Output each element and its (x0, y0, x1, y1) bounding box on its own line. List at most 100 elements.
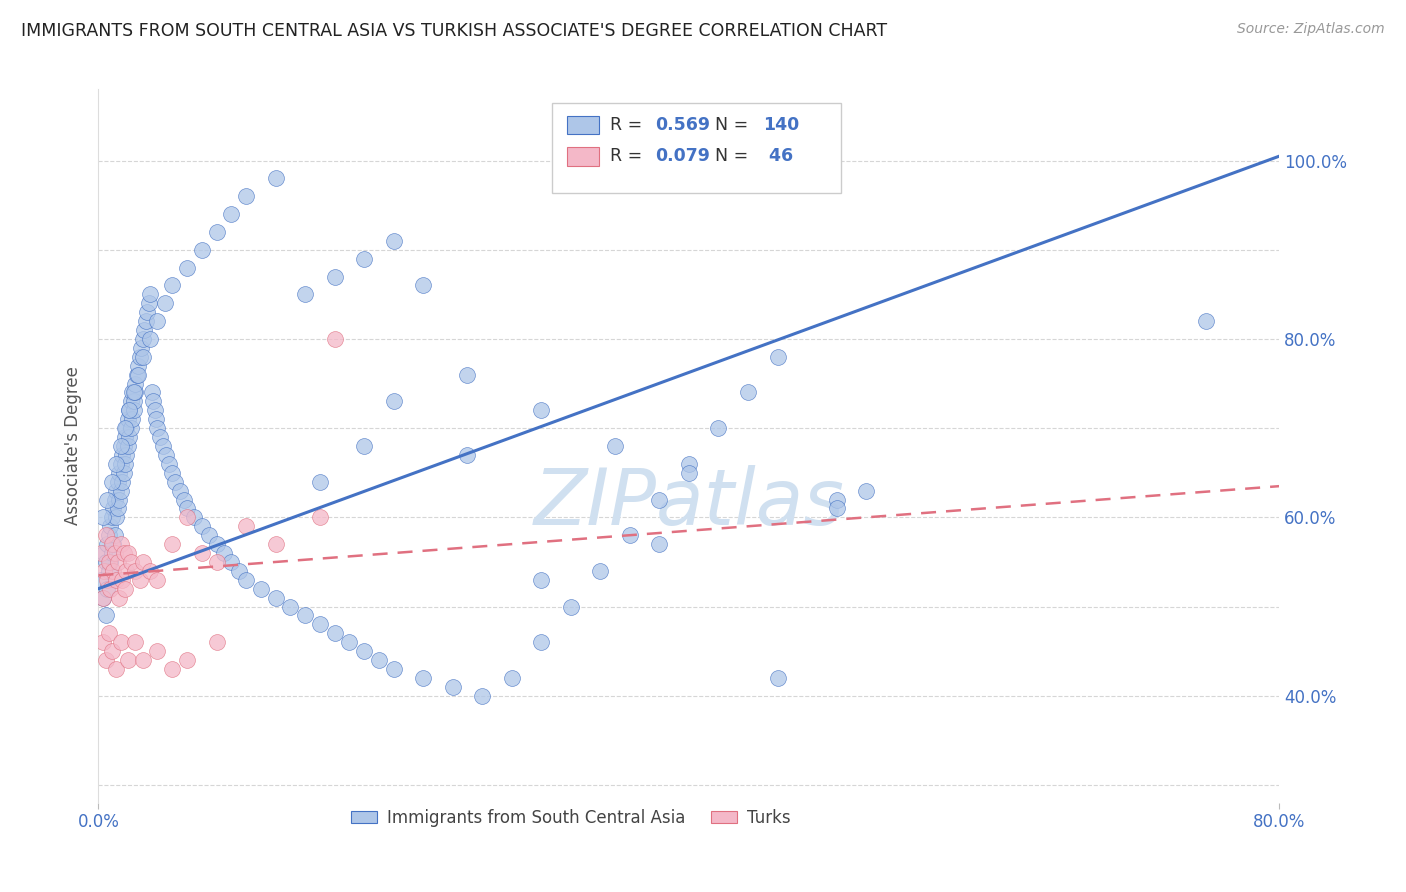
Point (457, 368, 479, 382)
Point (619, 528, 641, 542)
Point (100, 644, 122, 658)
Point (117, 439, 139, 453)
Point (122, 403, 145, 417)
Point (142, 394, 165, 409)
Point (115, 448, 138, 462)
Point (110, 537, 132, 551)
Text: Source: ZipAtlas.com: Source: ZipAtlas.com (1237, 22, 1385, 37)
Point (105, 662, 128, 676)
Point (766, 350, 789, 364)
Text: N =: N = (714, 116, 754, 134)
Point (143, 403, 166, 417)
Point (162, 466, 183, 480)
Point (183, 510, 205, 524)
Point (91, 510, 114, 524)
Point (110, 457, 132, 471)
Point (117, 653, 139, 667)
Point (530, 635, 553, 649)
Point (108, 591, 131, 605)
Point (132, 350, 155, 364)
Point (132, 555, 155, 569)
Point (228, 564, 250, 578)
Text: N =: N = (714, 146, 754, 164)
Point (112, 466, 135, 480)
Point (104, 546, 127, 560)
Point (648, 492, 671, 507)
Point (139, 287, 162, 301)
Point (191, 243, 214, 257)
Point (98, 582, 121, 596)
Point (111, 475, 134, 489)
Point (280, 599, 302, 614)
Point (1195, 314, 1218, 328)
Point (97, 555, 120, 569)
Point (382, 394, 405, 409)
Point (176, 653, 198, 667)
Point (120, 394, 142, 409)
Point (97, 626, 120, 640)
Point (678, 457, 700, 471)
Point (145, 412, 167, 426)
Point (157, 457, 180, 471)
Point (212, 546, 235, 560)
Point (90, 573, 112, 587)
Point (120, 421, 142, 435)
Point (94, 608, 117, 623)
Point (146, 421, 169, 435)
Point (149, 430, 172, 444)
Point (117, 546, 139, 560)
Point (107, 501, 129, 516)
Point (118, 430, 141, 444)
Point (100, 537, 122, 551)
Text: IMMIGRANTS FROM SOUTH CENTRAL ASIA VS TURKISH ASSOCIATE'S DEGREE CORRELATION CHA: IMMIGRANTS FROM SOUTH CENTRAL ASIA VS TU… (21, 22, 887, 40)
Point (128, 573, 150, 587)
Point (104, 528, 127, 542)
Point (114, 582, 136, 596)
Point (155, 448, 177, 462)
Point (93, 564, 115, 578)
Point (97, 564, 120, 578)
Point (103, 501, 125, 516)
Text: 46: 46 (763, 146, 793, 164)
Point (117, 412, 139, 426)
Point (112, 546, 135, 560)
Point (135, 314, 157, 328)
Y-axis label: Associate's Degree: Associate's Degree (65, 367, 83, 525)
Point (457, 448, 479, 462)
Point (294, 287, 316, 301)
Point (111, 448, 134, 462)
Point (94, 555, 117, 569)
Point (323, 626, 346, 640)
Point (146, 644, 169, 658)
Point (91, 591, 114, 605)
Point (136, 305, 159, 319)
Point (132, 653, 155, 667)
Point (134, 323, 156, 337)
Point (323, 332, 346, 346)
Point (114, 457, 136, 471)
Point (589, 564, 612, 578)
Point (162, 278, 183, 293)
Point (121, 412, 143, 426)
Point (124, 376, 146, 391)
Point (205, 225, 228, 239)
Point (108, 466, 131, 480)
Point (139, 332, 162, 346)
Point (153, 296, 176, 310)
Point (103, 564, 125, 578)
Text: ZIPatlas: ZIPatlas (533, 465, 845, 541)
Point (235, 573, 257, 587)
Point (122, 385, 145, 400)
Point (264, 171, 287, 186)
Point (90, 546, 112, 560)
Point (141, 385, 163, 400)
Point (165, 475, 187, 489)
Point (122, 394, 145, 409)
Point (127, 368, 149, 382)
Point (129, 341, 152, 355)
Point (176, 501, 198, 516)
Point (114, 421, 136, 435)
Point (294, 608, 316, 623)
Point (139, 564, 162, 578)
Legend: Immigrants from South Central Asia, Turks: Immigrants from South Central Asia, Turk… (344, 803, 797, 834)
